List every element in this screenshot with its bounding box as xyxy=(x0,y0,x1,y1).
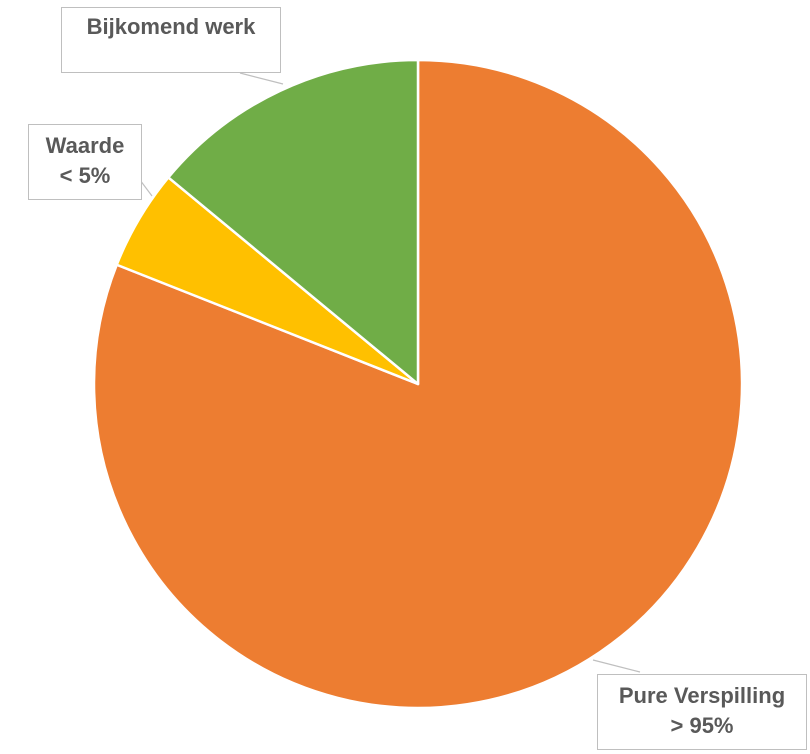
data-label-waarde-name: Waarde xyxy=(45,133,125,158)
data-label-bijkomend-werk: Bijkomend werk xyxy=(61,7,281,73)
leader-line-bijkomend-werk xyxy=(239,72,284,85)
data-label-waarde-value: < 5% xyxy=(59,163,111,188)
data-label-pure-verspilling: Pure Verspilling > 95% xyxy=(597,674,807,750)
data-label-pure-verspilling-name: Pure Verspilling xyxy=(618,683,786,708)
data-label-waarde: Waarde < 5% xyxy=(28,124,142,200)
leader-line-pure-verspilling xyxy=(592,659,641,673)
pie-slice-bijkomend-werk xyxy=(167,58,420,386)
leader-lines xyxy=(139,72,641,673)
leader-line-waarde xyxy=(139,179,153,197)
data-label-pure-verspilling-value: > 95% xyxy=(670,713,734,738)
data-label-bijkomend-werk-name: Bijkomend werk xyxy=(86,14,256,39)
pie-slices xyxy=(92,58,744,710)
